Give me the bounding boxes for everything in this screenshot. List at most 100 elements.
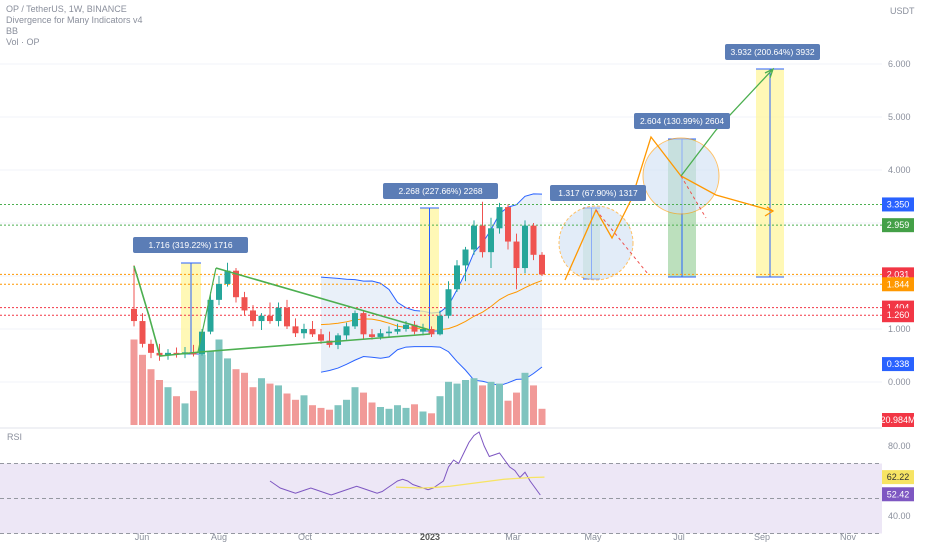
volume-bar bbox=[198, 354, 206, 425]
projection-path bbox=[564, 135, 774, 281]
price-axis-label: 0.000 bbox=[888, 377, 911, 387]
measure-label-bg bbox=[383, 183, 498, 199]
time-axis-label: Mar bbox=[505, 532, 521, 542]
measure-label-bg bbox=[550, 185, 646, 201]
volume-bar bbox=[232, 369, 240, 425]
volume-bar bbox=[479, 385, 486, 425]
price-tag bbox=[882, 357, 914, 372]
candle-body bbox=[284, 307, 290, 327]
candle-body bbox=[360, 313, 367, 335]
price-tag-label: 3.350 bbox=[887, 199, 910, 209]
time-axis-label: Aug bbox=[211, 532, 227, 542]
candle-body bbox=[471, 225, 477, 250]
bb-line[interactable]: BB bbox=[6, 26, 19, 36]
price-tag-label: 20.984M bbox=[880, 415, 915, 425]
candle-body bbox=[275, 307, 282, 322]
measure-label-bg bbox=[133, 237, 248, 253]
candle-body bbox=[309, 329, 316, 335]
price-axis-label: 4.000 bbox=[888, 165, 911, 175]
volume-bar bbox=[266, 383, 274, 425]
candle-body bbox=[165, 352, 171, 356]
candle-body bbox=[148, 343, 154, 353]
volume-bar bbox=[156, 380, 163, 425]
measure-label: 2.268 (227.66%) 2268 bbox=[398, 186, 482, 196]
volume-bar bbox=[521, 372, 529, 425]
projection-down-dashed bbox=[680, 175, 707, 219]
candle-body bbox=[343, 326, 350, 336]
time-axis-label: Sep bbox=[754, 532, 770, 542]
volume-bar bbox=[181, 403, 189, 425]
candle-body bbox=[462, 249, 469, 266]
rsi-tag-label: 62.22 bbox=[887, 472, 910, 482]
volume-bar bbox=[334, 405, 342, 425]
candle-body bbox=[394, 329, 401, 332]
candle-body bbox=[335, 335, 341, 345]
time-axis-label: 2023 bbox=[420, 532, 440, 542]
candle-body bbox=[377, 333, 384, 337]
candle-body bbox=[403, 324, 409, 329]
rsi-ma-line bbox=[395, 476, 545, 489]
indicator-line[interactable]: Divergence for Many Indicators v4 bbox=[6, 15, 143, 25]
bull-arrow-head bbox=[764, 67, 775, 79]
rsi-tag-label: 52.42 bbox=[887, 489, 910, 499]
pattern-upper-line bbox=[215, 267, 431, 331]
volume-bar bbox=[139, 354, 146, 425]
candle-body bbox=[488, 228, 494, 253]
candle-body bbox=[352, 313, 358, 327]
candle-body bbox=[292, 326, 299, 334]
volume-bar bbox=[445, 381, 452, 425]
candle-body bbox=[250, 310, 256, 322]
volume-bar bbox=[470, 378, 478, 425]
candle-body bbox=[437, 315, 443, 335]
volume-bar bbox=[394, 405, 401, 425]
volume-bar bbox=[224, 358, 231, 425]
price-axis-label: 5.000 bbox=[888, 112, 911, 122]
price-tag bbox=[882, 197, 914, 212]
price-tag-label: 1.404 bbox=[887, 303, 910, 313]
currency-label: USDT bbox=[890, 6, 915, 16]
rsi-tag bbox=[882, 487, 914, 502]
volume-bar bbox=[164, 387, 172, 425]
price-tag-label: 0.338 bbox=[887, 359, 910, 369]
volume-bar bbox=[462, 380, 469, 425]
volume-bar bbox=[360, 392, 367, 425]
candle-body bbox=[530, 225, 537, 255]
projection-circle-1 bbox=[558, 205, 634, 281]
candle-body bbox=[131, 308, 137, 322]
bb-lower bbox=[320, 346, 543, 387]
volume-bar bbox=[207, 351, 214, 425]
volume-bar bbox=[283, 393, 291, 425]
candle-body bbox=[411, 324, 418, 332]
volume-line[interactable]: Vol · OP bbox=[6, 37, 40, 47]
candle-body bbox=[318, 334, 324, 341]
price-tag bbox=[882, 277, 914, 292]
candle-body bbox=[454, 265, 460, 290]
symbol-line[interactable]: OP / TetherUS, 1W, BINANCE bbox=[6, 4, 127, 14]
candle-body bbox=[513, 241, 520, 269]
volume-bar bbox=[215, 339, 223, 425]
time-axis-label: Nov bbox=[840, 532, 857, 542]
volume-bar bbox=[538, 408, 546, 425]
volume-bar bbox=[504, 400, 512, 425]
volume-bar bbox=[530, 385, 537, 425]
candle-body bbox=[420, 329, 426, 332]
volume-bar bbox=[258, 378, 265, 425]
volume-bar bbox=[377, 407, 384, 425]
time-axis-label: Jul bbox=[673, 532, 685, 542]
measure-label: 1.716 (319.22%) 1716 bbox=[148, 240, 232, 250]
candle-body bbox=[369, 334, 375, 337]
price-axis-label: 1.000 bbox=[888, 324, 911, 334]
candle-body bbox=[139, 321, 146, 344]
price-tag bbox=[882, 308, 914, 323]
candle-body bbox=[326, 340, 333, 345]
projection-down-dashed bbox=[595, 209, 649, 275]
pattern-lower-line bbox=[133, 265, 431, 357]
volume-bar bbox=[275, 385, 282, 425]
volume-bar bbox=[513, 392, 520, 425]
volume-bar bbox=[351, 387, 359, 425]
volume-bar bbox=[419, 411, 427, 425]
candle-body bbox=[539, 254, 545, 275]
candle-body bbox=[216, 283, 222, 300]
price-tag-label: 2.031 bbox=[887, 269, 910, 279]
